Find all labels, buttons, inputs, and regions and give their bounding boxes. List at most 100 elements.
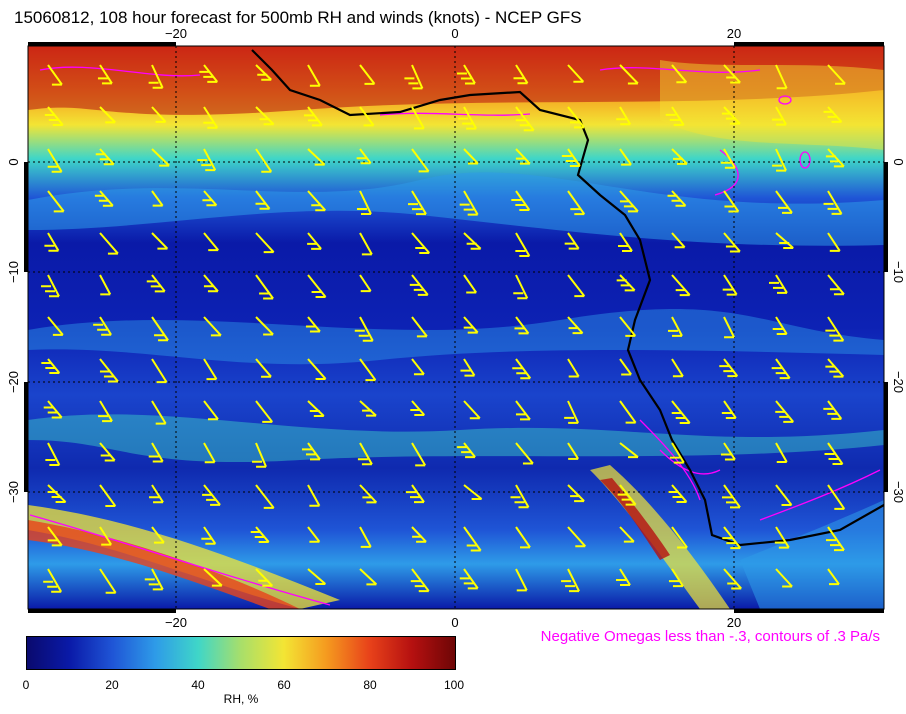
wind-barb (255, 484, 275, 509)
wind-barb (513, 274, 529, 300)
wind-barb (203, 316, 222, 337)
wind-barb (307, 358, 327, 380)
wind-barb (463, 316, 479, 334)
wind-barb (671, 358, 684, 378)
wind-barb (255, 274, 274, 300)
wind-barb (47, 316, 64, 336)
wind-barb (99, 568, 117, 594)
wind-barb (98, 400, 113, 423)
wind-barb (199, 64, 219, 83)
wind-barb (411, 442, 427, 467)
wind-barb (47, 484, 67, 504)
wind-barb (825, 148, 845, 168)
wind-barb (255, 64, 272, 81)
frame-edge-bars (24, 42, 888, 613)
wind-barb (250, 526, 270, 544)
wind-barbs (41, 64, 846, 594)
wind-barb (41, 274, 60, 298)
wind-barb (827, 64, 846, 85)
wind-barb (255, 316, 274, 336)
wind-barb (827, 232, 841, 252)
wind-barb (567, 274, 586, 298)
wind-barb (775, 232, 794, 250)
wind-barb (411, 148, 430, 173)
wind-barb (307, 526, 321, 543)
wind-barb (359, 64, 376, 85)
wind-barb (203, 274, 219, 293)
wind-barb (151, 526, 165, 544)
wind-barb (669, 442, 685, 464)
omega-note: Negative Omegas less than -.3, contours … (540, 628, 880, 645)
lon-tick-bottom-1: 0 (451, 615, 458, 630)
wind-barb (775, 568, 793, 588)
wind-barb (515, 400, 531, 421)
wind-barb (151, 148, 170, 167)
wind-barb (43, 568, 63, 593)
wind-barb (301, 442, 321, 461)
wind-barb (99, 526, 113, 546)
wind-barb (567, 358, 580, 378)
wind-barb (460, 358, 476, 377)
wind-barb (668, 568, 684, 588)
colorbar-tick-0: 0 (22, 678, 30, 692)
lat-tick-right-0: 0 (891, 158, 906, 165)
wind-barb (823, 400, 843, 420)
graticule (28, 46, 884, 609)
wind-barb (720, 442, 736, 461)
wind-barb (514, 316, 530, 335)
wind-barb (404, 64, 424, 90)
wind-barb (619, 316, 637, 337)
coastline (251, 49, 884, 547)
wind-barb (616, 106, 632, 126)
wind-barb (255, 106, 275, 126)
wind-barb (307, 484, 321, 507)
wind-barb (510, 484, 530, 509)
lon-tick-top-0: −20 (165, 26, 187, 41)
wind-barb (668, 316, 683, 337)
wind-barb (665, 106, 685, 126)
wind-barb (825, 316, 845, 342)
wind-barb (307, 190, 326, 212)
wind-barb (567, 106, 585, 129)
wind-barb (567, 442, 579, 460)
wind-barb (203, 400, 219, 421)
lat-tick-left-0: 0 (6, 158, 21, 165)
wind-barb (825, 358, 845, 378)
lat-tick-left-3: −30 (6, 481, 21, 503)
wind-barb (202, 190, 218, 207)
wind-barb (723, 232, 741, 253)
colorbar-tick-3: 60 (277, 678, 291, 692)
wind-barb (99, 106, 116, 124)
lon-tick-bottom-0: −20 (165, 615, 187, 630)
wind-barb (619, 148, 632, 166)
wind-barb (671, 400, 691, 424)
wind-barb (151, 106, 167, 123)
wind-barb (561, 148, 581, 167)
wind-barb (564, 232, 580, 250)
wind-barb (203, 568, 223, 587)
wind-barb (411, 316, 428, 338)
wind-barb (148, 442, 164, 463)
wind-barb (99, 274, 112, 296)
wind-barb (151, 232, 169, 250)
wind-barb (513, 64, 529, 85)
wind-barb (203, 442, 216, 464)
wind-barb (202, 484, 221, 506)
wind-barb (144, 568, 164, 591)
lat-tick-right-1: −10 (891, 261, 906, 283)
lon-tick-top-1: 0 (451, 26, 458, 41)
rh-field (28, 46, 884, 609)
wind-barb (775, 64, 788, 90)
wind-barb (719, 358, 739, 378)
wind-barb (303, 106, 323, 127)
lat-tick-left-2: −20 (6, 371, 21, 393)
wind-barb (722, 274, 738, 296)
wind-barb (95, 148, 115, 166)
wind-barb (463, 400, 481, 420)
colorbar-title: RH, % (223, 692, 259, 706)
wind-barb (99, 442, 116, 462)
wind-barb (255, 400, 274, 423)
map-title: 15060812, 108 hour forecast for 500mb RH… (14, 8, 582, 27)
wind-barb (255, 148, 273, 173)
